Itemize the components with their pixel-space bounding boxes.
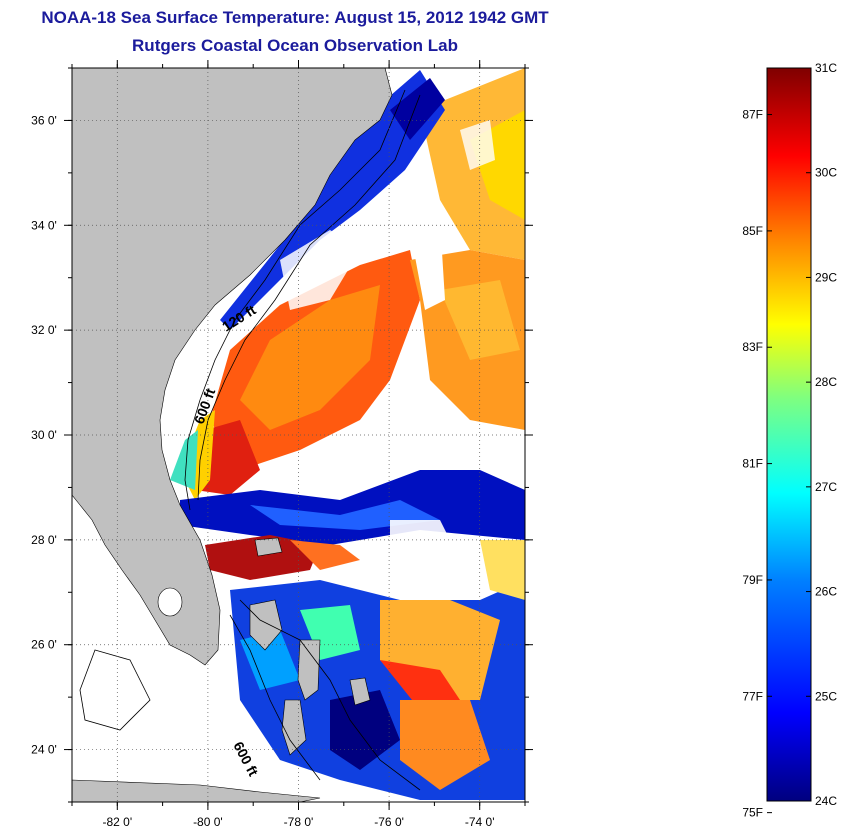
longitude-tick-label: -82 0': [102, 815, 132, 829]
colorbar-celsius-label: 24C: [815, 794, 837, 808]
colorbar-fahrenheit-label: 87F: [742, 108, 763, 122]
sst-map-panel: 120 ft 600 ft 600 ft: [72, 68, 525, 802]
map-subtitle: Rutgers Coastal Ocean Observation Lab: [132, 36, 458, 55]
colorbar-celsius-label: 28C: [815, 375, 837, 389]
longitude-tick-label: -74 0': [465, 815, 495, 829]
longitude-tick-label: -78 0': [284, 815, 314, 829]
colorbar-ticks: [767, 67, 811, 814]
latitude-tick-label: 36 0': [31, 113, 57, 127]
sst-field: [170, 68, 525, 800]
longitude-labels: -82 0' -80 0' -78 0' -76 0' -74 0': [102, 815, 494, 829]
colorbar-fahrenheit-label: 83F: [742, 340, 763, 354]
latitude-tick-label: 26 0': [31, 638, 57, 652]
latitude-tick-label: 32 0': [31, 323, 57, 337]
map-ticks: [64, 60, 533, 810]
colorbar-fahrenheit-label: 77F: [742, 689, 763, 703]
colorbar-celsius-label: 25C: [815, 689, 837, 703]
latitude-tick-label: 24 0': [31, 743, 57, 757]
colorbar-celsius-label: 29C: [815, 270, 837, 284]
colorbar-celsius-label: 31C: [815, 61, 837, 75]
colorbar-fahrenheit-label: 85F: [742, 224, 763, 238]
lake-okeechobee: [157, 587, 183, 617]
land-mask: [72, 68, 393, 802]
colorbar-fahrenheit-label: 75F: [742, 806, 763, 820]
latitude-tick-label: 28 0': [31, 533, 57, 547]
longitude-tick-label: -80 0': [193, 815, 223, 829]
bathymetry-contours: [79, 89, 421, 791]
colorbar-celsius-label: 27C: [815, 480, 837, 494]
colorbar-fahrenheit-label: 79F: [742, 573, 763, 587]
colorbar-celsius-label: 26C: [815, 585, 837, 599]
map-title: NOAA-18 Sea Surface Temperature: August …: [41, 8, 549, 27]
longitude-tick-label: -76 0': [374, 815, 404, 829]
latitude-labels: 36 0' 34 0' 32 0' 30 0' 28 0' 26 0' 24 0': [31, 113, 57, 756]
colorbar-labels: 31C 30C 29C 28C 27C 26C 25C 24C 87F 85F 83F 81F 79F 7…: [742, 61, 837, 820]
latitude-tick-label: 30 0': [31, 428, 57, 442]
colorbar: [766, 67, 812, 802]
colorbar-fahrenheit-label: 81F: [742, 457, 763, 471]
colorbar-celsius-label: 30C: [815, 166, 837, 180]
latitude-tick-label: 34 0': [31, 218, 57, 232]
